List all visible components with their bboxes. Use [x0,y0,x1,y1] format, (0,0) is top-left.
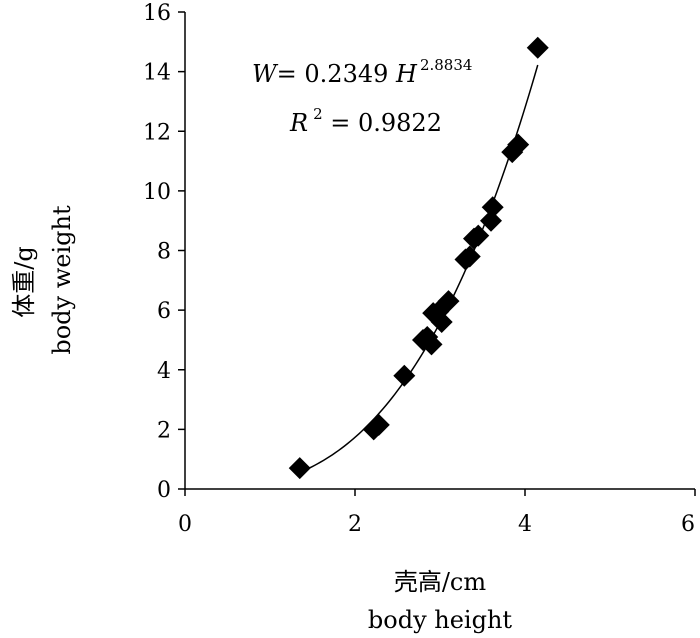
data-point [288,457,311,480]
y-tick-label: 0 [157,478,171,503]
equation-lhs: W [252,60,279,88]
fit-equation: W= 0.2349 H 2.8834 [252,56,472,88]
y-tick-label: 16 [143,1,171,26]
x-tick-label: 4 [518,512,532,537]
x-tick-label: 2 [348,512,362,537]
fit-curve [299,64,539,474]
x-tick-label: 6 [681,512,695,537]
y-tick-label: 2 [157,418,171,443]
x-tick-label: 0 [178,512,192,537]
equation-coefficient: = 0.2349 [277,60,396,88]
y-tick-label: 6 [157,299,171,324]
y-tick-label: 12 [143,120,171,145]
r2-exponent: 2 [313,105,323,123]
data-point [367,413,390,436]
data-point [437,290,460,313]
y-tick-label: 14 [143,61,171,86]
y-tick-label: 8 [157,240,171,265]
equation-exponent: 2.8834 [420,56,473,74]
equation-variable: H [395,60,418,88]
data-point [480,209,502,232]
data-point [393,364,416,387]
data-point [507,133,530,156]
data-point [481,196,504,219]
data-points [288,36,549,480]
x-axis-label-cn: 壳高/cm [394,568,487,596]
y-tick-label: 10 [143,180,171,205]
data-point [420,333,443,356]
data-point [458,245,481,268]
r2-variable: R [289,109,308,137]
data-point [526,36,549,59]
r2-value: = 0.9822 [323,109,442,137]
y-tick-label: 4 [157,359,171,384]
data-point [467,224,490,247]
y-axis-label-cn: 体重/g [10,246,38,317]
y-axis-label-en: body weight [48,205,76,355]
x-axis-label-en: body height [368,606,513,634]
y-ticks: 0 2 4 6 8 10 12 14 16 [143,1,185,503]
x-ticks: 0 2 4 6 [178,489,696,537]
data-point [430,311,453,334]
